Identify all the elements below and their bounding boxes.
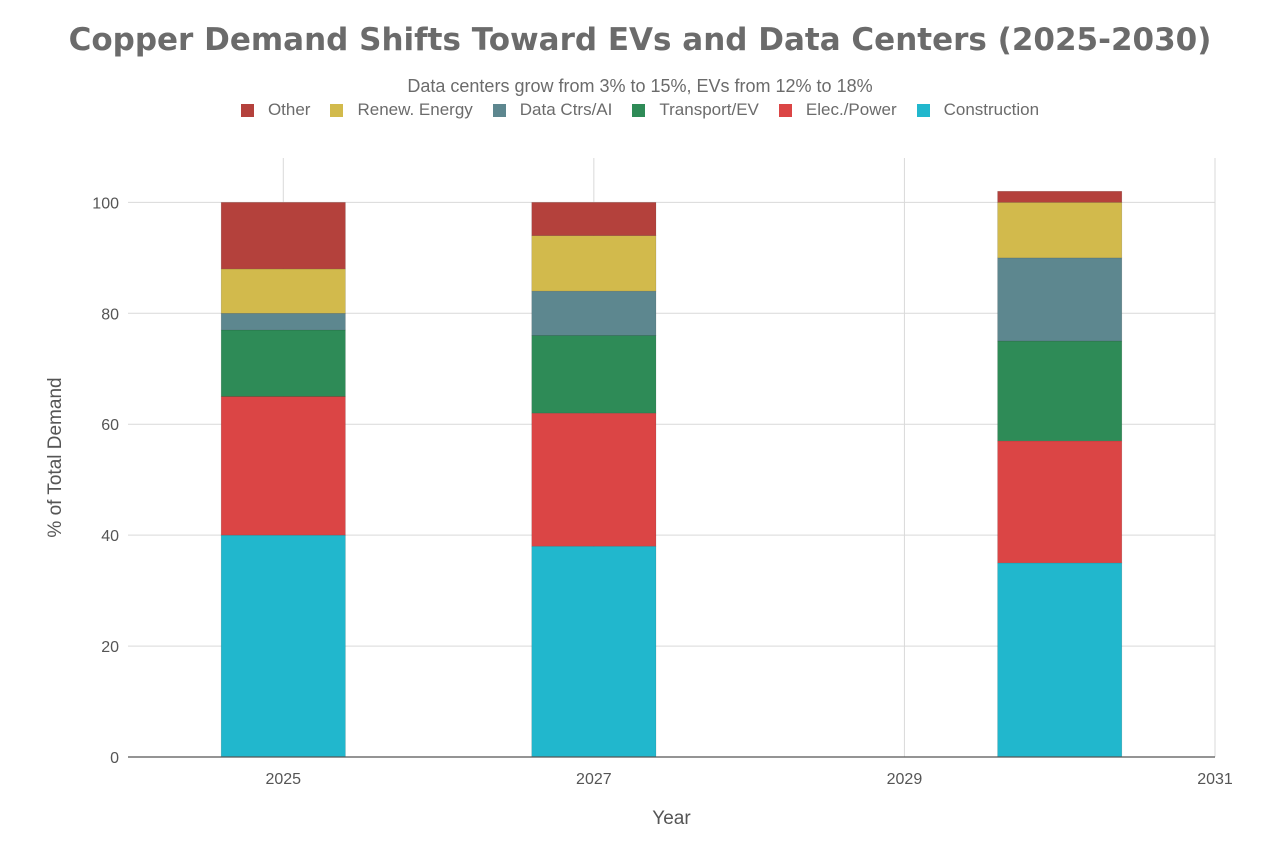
legend-label-construction: Construction xyxy=(943,100,1040,119)
y-tick-label-0: 0 xyxy=(110,750,119,767)
bar-2027-renew-energy xyxy=(531,235,657,292)
bar-2025-renew-energy xyxy=(220,268,346,314)
legend-label-transport-ev: Transport/EV xyxy=(659,100,759,119)
y-axis-title: % of Total Demand xyxy=(45,377,66,537)
legend-swatch-renew-energy xyxy=(330,103,344,117)
y-tick-label-80: 80 xyxy=(101,306,119,323)
legend-label-other: Other xyxy=(267,100,311,119)
legend-item-elec-power[interactable]: Elec./Power xyxy=(778,100,897,120)
bar-2025-elec-power xyxy=(220,396,346,536)
x-tick-label-2029: 2029 xyxy=(887,771,923,788)
y-tick-label-60: 60 xyxy=(101,417,119,434)
legend-swatch-data-ctrs-ai xyxy=(492,103,506,117)
legend-swatch-elec-power xyxy=(778,103,792,117)
bar-2027-data-ctrs-ai xyxy=(531,290,657,336)
bar-2030-renew-energy xyxy=(997,202,1123,259)
x-axis-title: Year xyxy=(652,808,691,829)
bar-2025-other xyxy=(220,202,346,270)
bar-2027-transport-ev xyxy=(531,335,657,414)
chart-title: Copper Demand Shifts Toward EVs and Data… xyxy=(68,22,1212,58)
y-tick-label-40: 40 xyxy=(101,528,119,545)
legend-swatch-transport-ev xyxy=(632,103,646,117)
bar-2025-data-ctrs-ai xyxy=(220,312,346,331)
bar-2030-transport-ev xyxy=(997,340,1123,442)
legend-swatch-other xyxy=(240,103,254,117)
bar-2025-transport-ev xyxy=(220,329,346,397)
legend-label-renew-energy: Renew. Energy xyxy=(357,100,473,119)
chart-subtitle: Data centers grow from 3% to 15%, EVs fr… xyxy=(407,76,873,96)
legend-item-other[interactable]: Other xyxy=(240,100,311,120)
legend: Other Renew. Energy Data Ctrs/AI Transport/… xyxy=(0,100,1280,120)
y-tick-label-20: 20 xyxy=(101,639,119,656)
bar-2030-construction xyxy=(997,562,1123,758)
y-tick-label-100: 100 xyxy=(92,195,119,212)
bar-2030-data-ctrs-ai xyxy=(997,257,1123,342)
legend-item-transport-ev[interactable]: Transport/EV xyxy=(632,100,759,120)
x-tick-label-2027: 2027 xyxy=(576,771,612,788)
bar-2027-other xyxy=(531,202,657,236)
legend-item-construction[interactable]: Construction xyxy=(916,100,1040,120)
legend-item-renew-energy[interactable]: Renew. Energy xyxy=(330,100,473,120)
legend-label-elec-power: Elec./Power xyxy=(805,100,897,119)
legend-label-data-ctrs-ai: Data Ctrs/AI xyxy=(519,100,613,119)
legend-swatch-construction xyxy=(916,103,930,117)
x-tick-label-2031: 2031 xyxy=(1197,771,1233,788)
bar-2025-construction xyxy=(220,534,346,758)
bar-2027-elec-power xyxy=(531,412,657,547)
bar-2030-elec-power xyxy=(997,440,1123,564)
bar-2027-construction xyxy=(531,545,657,758)
legend-item-data-ctrs-ai[interactable]: Data Ctrs/AI xyxy=(492,100,613,120)
bar-2030-other xyxy=(997,190,1123,203)
x-tick-label-2025: 2025 xyxy=(265,771,301,788)
